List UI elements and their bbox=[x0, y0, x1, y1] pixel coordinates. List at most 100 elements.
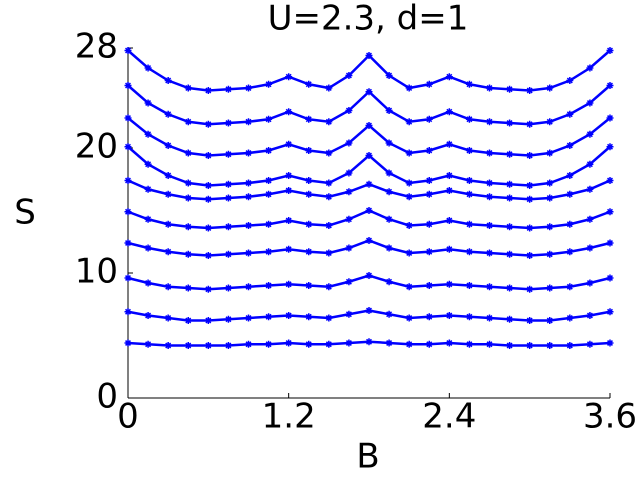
marker bbox=[164, 283, 172, 291]
marker bbox=[506, 250, 514, 258]
marker bbox=[405, 149, 413, 157]
marker bbox=[265, 220, 273, 228]
marker bbox=[586, 215, 594, 223]
marker bbox=[586, 64, 594, 72]
marker bbox=[265, 313, 273, 321]
marker bbox=[305, 115, 313, 123]
marker bbox=[305, 177, 313, 184]
marker bbox=[365, 122, 373, 129]
marker bbox=[445, 172, 453, 179]
marker bbox=[586, 130, 594, 138]
marker bbox=[184, 317, 192, 324]
marker bbox=[285, 245, 293, 253]
marker bbox=[144, 340, 152, 348]
marker bbox=[526, 195, 534, 203]
marker bbox=[465, 313, 473, 321]
marker bbox=[305, 80, 313, 88]
marker bbox=[445, 187, 453, 194]
marker bbox=[124, 308, 132, 316]
marker bbox=[385, 72, 393, 79]
marker bbox=[204, 182, 212, 189]
marker bbox=[506, 119, 514, 127]
marker bbox=[385, 107, 393, 114]
marker bbox=[465, 190, 473, 198]
marker bbox=[486, 314, 493, 322]
marker bbox=[425, 80, 433, 88]
marker bbox=[124, 177, 132, 184]
marker bbox=[445, 280, 453, 288]
marker bbox=[586, 312, 594, 319]
marker bbox=[325, 283, 333, 291]
marker bbox=[486, 283, 493, 291]
marker bbox=[445, 339, 453, 347]
marker bbox=[144, 244, 152, 252]
marker bbox=[465, 340, 473, 348]
marker bbox=[164, 342, 172, 349]
marker bbox=[405, 84, 413, 92]
marker bbox=[204, 224, 212, 232]
marker bbox=[265, 282, 273, 289]
marker bbox=[385, 339, 393, 347]
marker bbox=[465, 115, 473, 123]
marker bbox=[425, 313, 433, 321]
marker bbox=[546, 149, 554, 157]
marker bbox=[566, 190, 574, 198]
marker bbox=[526, 317, 534, 324]
marker bbox=[124, 82, 132, 89]
marker bbox=[365, 307, 373, 314]
x-tick-label: 3.6 bbox=[583, 397, 637, 437]
marker bbox=[305, 313, 313, 321]
marker bbox=[425, 190, 433, 198]
marker bbox=[224, 150, 232, 158]
marker bbox=[586, 340, 594, 348]
marker bbox=[486, 222, 493, 229]
marker bbox=[425, 147, 433, 154]
marker bbox=[204, 152, 212, 159]
marker bbox=[506, 194, 514, 202]
marker bbox=[124, 114, 132, 122]
marker bbox=[265, 340, 273, 348]
marker bbox=[526, 252, 534, 259]
marker bbox=[546, 284, 554, 292]
marker bbox=[566, 314, 574, 322]
marker bbox=[204, 252, 212, 259]
marker bbox=[285, 217, 293, 224]
marker bbox=[164, 172, 172, 179]
marker bbox=[385, 215, 393, 223]
marker bbox=[224, 180, 232, 188]
marker bbox=[285, 172, 293, 179]
marker bbox=[345, 339, 353, 347]
marker bbox=[345, 107, 353, 114]
marker bbox=[144, 279, 152, 287]
marker bbox=[265, 147, 273, 154]
marker bbox=[606, 47, 614, 54]
marker bbox=[586, 99, 594, 107]
marker bbox=[325, 149, 333, 157]
y-tick-label: 0 bbox=[96, 377, 118, 417]
marker bbox=[305, 282, 313, 289]
marker bbox=[506, 223, 514, 231]
marker bbox=[144, 160, 152, 168]
marker bbox=[245, 193, 252, 201]
marker bbox=[224, 85, 232, 93]
marker bbox=[566, 142, 574, 149]
marker bbox=[285, 280, 293, 288]
x-tick-label: 0 bbox=[117, 397, 139, 437]
marker bbox=[325, 118, 333, 126]
marker bbox=[546, 84, 554, 92]
marker bbox=[606, 114, 614, 122]
marker bbox=[486, 340, 493, 348]
marker bbox=[204, 195, 212, 203]
marker bbox=[586, 279, 594, 287]
marker bbox=[345, 215, 353, 223]
marker bbox=[285, 73, 293, 81]
marker bbox=[385, 169, 393, 177]
marker bbox=[305, 147, 313, 154]
marker bbox=[566, 342, 574, 349]
marker bbox=[124, 239, 132, 247]
marker bbox=[325, 193, 333, 201]
marker bbox=[506, 85, 514, 93]
marker bbox=[365, 180, 373, 188]
marker bbox=[164, 220, 172, 228]
